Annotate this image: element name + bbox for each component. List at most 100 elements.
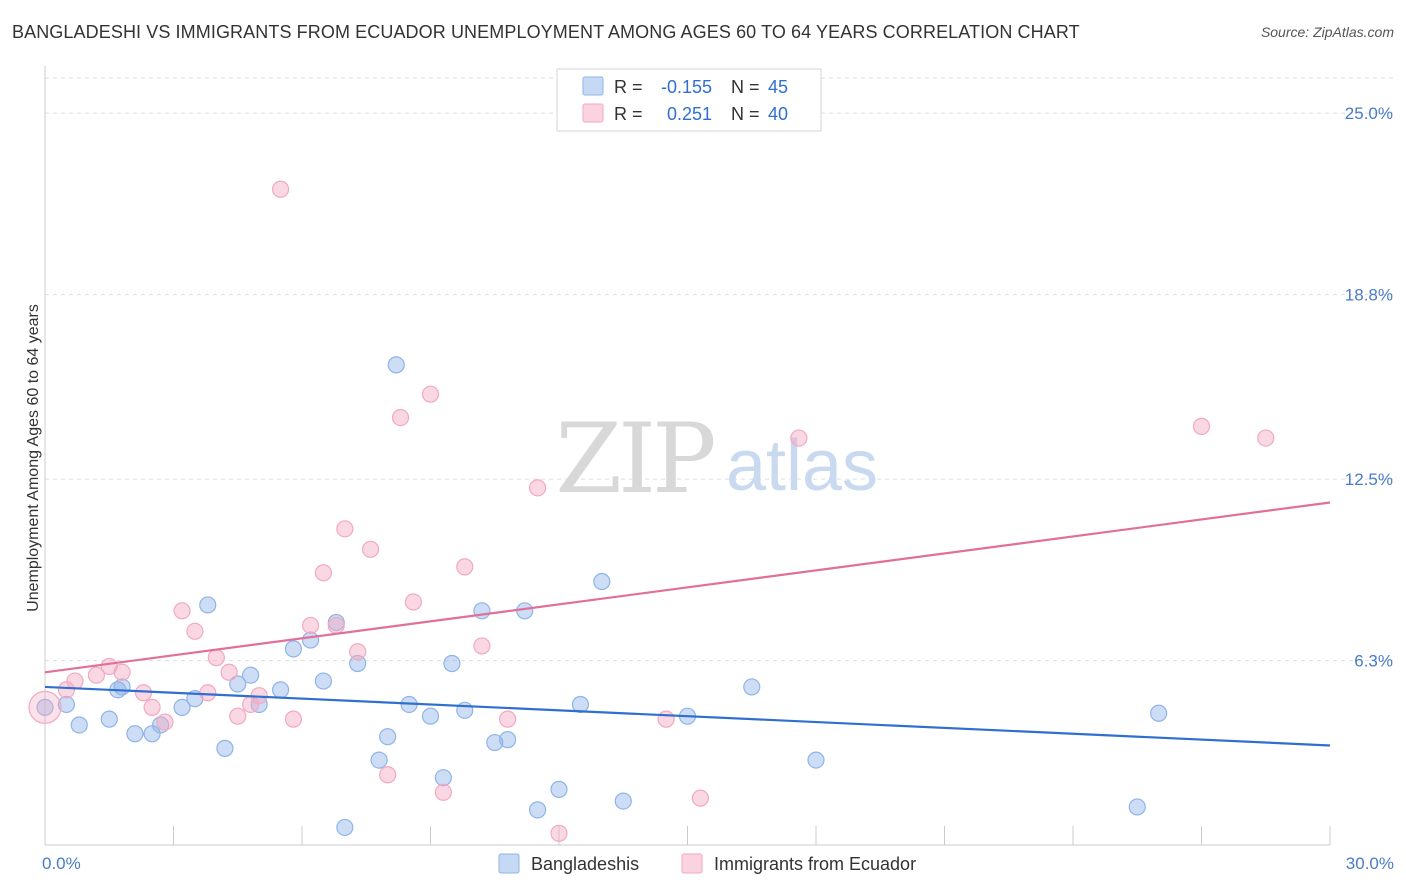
data-point [336, 818, 354, 837]
x-tick-labels: 0.0% 30.0% [42, 854, 1394, 873]
data-point [473, 637, 491, 655]
data-point [314, 564, 333, 582]
trend-lines [44, 501, 1331, 747]
data-point [790, 429, 808, 447]
y-tick-label: 6.3% [1354, 652, 1393, 671]
grid-lines [45, 77, 1395, 662]
data-point [173, 602, 191, 620]
data-point [229, 707, 247, 725]
data-point [499, 710, 517, 728]
data-point [143, 698, 161, 717]
legend-swatch-bangladeshis [582, 76, 604, 96]
source-credit: Source: ZipAtlas.com [1260, 24, 1394, 40]
data-point [134, 684, 153, 702]
data-point [301, 616, 320, 635]
data-point [126, 725, 144, 743]
legend-swatch-ecuador [582, 103, 604, 123]
data-point [57, 695, 76, 714]
data-point [379, 766, 397, 784]
correlation-legend: R = -0.155 N = 45 R = 0.251 N = 40 [556, 68, 822, 132]
data-point [156, 713, 174, 731]
data-point [349, 654, 367, 673]
data-point [421, 707, 440, 725]
data-point [550, 780, 568, 798]
data-point [271, 681, 290, 699]
data-point [434, 769, 452, 787]
data-point [113, 663, 131, 681]
data-point [807, 751, 825, 769]
data-point [229, 675, 247, 693]
data-point [199, 684, 217, 702]
data-point [336, 520, 354, 538]
data-point [593, 572, 611, 591]
data-point [499, 731, 517, 749]
data-point [387, 356, 405, 374]
data-point [516, 602, 534, 620]
data-point [379, 728, 397, 746]
data-point [370, 751, 388, 769]
watermark-atlas: atlas [726, 426, 878, 506]
data-point [70, 716, 88, 734]
data-point [216, 739, 234, 757]
data-point [220, 663, 238, 681]
data-point [1150, 704, 1168, 722]
data-point [486, 733, 504, 752]
data-point [66, 672, 84, 690]
series-ecuador-points [28, 180, 1275, 842]
bottom-legend-swatch-ecuador [681, 853, 703, 874]
y-tick-label: 18.8% [1345, 286, 1393, 305]
data-point [473, 602, 491, 620]
legend-n-label-1: N = [731, 77, 760, 97]
x-tick-label-max: 30.0% [1346, 854, 1394, 873]
trend-line-ecuador [44, 501, 1331, 674]
data-point [456, 558, 474, 576]
y-axis-label: Unemployment Among Ages 60 to 64 years [25, 304, 42, 612]
bottom-legend-label-bangladeshis: Bangladeshis [531, 854, 639, 874]
data-point [391, 408, 410, 427]
data-point [207, 649, 225, 667]
bottom-legend-swatch-bangladeshis [498, 853, 520, 874]
legend-r-label-2: R = [614, 104, 643, 124]
data-point [421, 385, 440, 403]
data-point [1128, 798, 1146, 816]
chart-title: BANGLADESHI VS IMMIGRANTS FROM ECUADOR U… [12, 22, 1080, 42]
data-point [550, 824, 568, 842]
data-point [327, 616, 345, 635]
y-tick-label: 25.0% [1345, 104, 1393, 123]
data-point [284, 710, 303, 728]
data-point [173, 698, 191, 717]
data-point [349, 643, 367, 661]
data-point [1192, 417, 1211, 435]
data-point [87, 666, 106, 684]
trend-line-bangladeshis [44, 685, 1331, 747]
data-point [361, 540, 380, 558]
x-tick-label-min: 0.0% [42, 854, 81, 873]
data-point [443, 654, 461, 673]
data-point [691, 789, 709, 807]
legend-r-value-1: -0.155 [661, 77, 712, 97]
watermark: ZIP atlas [555, 403, 878, 515]
data-point [314, 672, 333, 690]
data-point [199, 596, 217, 614]
data-point [743, 678, 761, 696]
data-point [528, 479, 547, 497]
data-point [28, 690, 62, 725]
bottom-legend-label-ecuador: Immigrants from Ecuador [714, 854, 916, 874]
data-point [571, 695, 590, 714]
data-point [284, 640, 303, 658]
legend-n-label-2: N = [731, 104, 760, 124]
data-point [57, 681, 76, 699]
data-point [301, 631, 320, 649]
data-point [242, 666, 260, 684]
data-point [186, 622, 204, 640]
legend-r-label-1: R = [614, 77, 643, 97]
data-point [1257, 429, 1275, 447]
data-point [36, 698, 54, 717]
series-bangladeshis-points [36, 356, 1168, 837]
series-legend: Bangladeshis Immigrants from Ecuador [498, 853, 916, 874]
y-tick-labels: 6.3% 12.5% 18.8% 25.0% [1345, 104, 1393, 670]
data-point [100, 710, 118, 728]
data-point [434, 783, 452, 801]
legend-r-value-2: 0.251 [667, 104, 712, 124]
